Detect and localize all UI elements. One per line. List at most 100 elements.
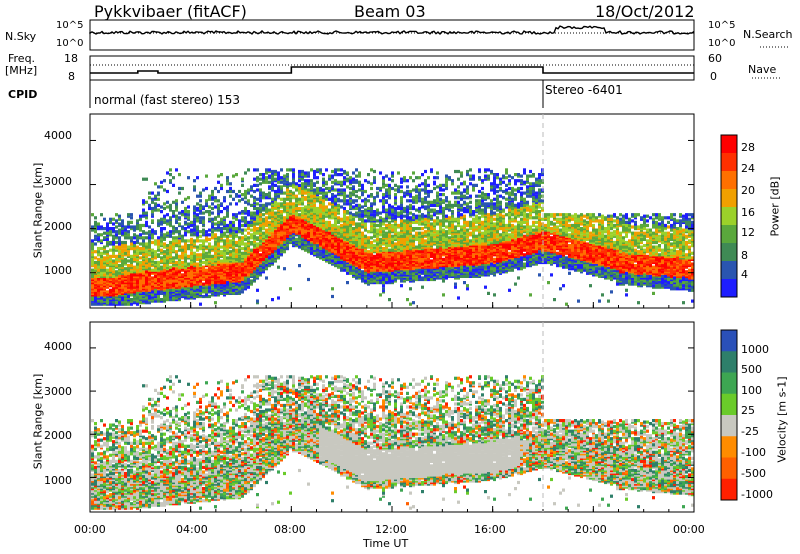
power-cell bbox=[283, 244, 286, 248]
power-cell bbox=[124, 251, 127, 255]
power-cell bbox=[148, 285, 151, 289]
power-cell bbox=[442, 228, 445, 232]
power-cell bbox=[334, 230, 337, 234]
power-cell bbox=[127, 264, 130, 268]
power-cell bbox=[403, 194, 406, 198]
power-cell bbox=[256, 244, 259, 248]
power-cell bbox=[220, 291, 223, 295]
power-cell bbox=[115, 257, 118, 261]
power-cell bbox=[166, 274, 169, 278]
power-cell bbox=[211, 225, 214, 229]
power-cell bbox=[283, 191, 286, 195]
power-cell bbox=[250, 256, 253, 260]
power-cell bbox=[346, 220, 349, 224]
power-cell bbox=[301, 230, 304, 234]
power-cell bbox=[229, 239, 232, 243]
power-cell bbox=[202, 260, 205, 265]
power-cell bbox=[352, 227, 355, 231]
power-cell bbox=[400, 196, 403, 200]
power-cell bbox=[400, 206, 403, 211]
power-cell bbox=[325, 227, 328, 231]
power-cell bbox=[424, 205, 427, 209]
power-cell bbox=[370, 213, 373, 217]
power-cell bbox=[388, 188, 391, 192]
power-cell bbox=[121, 222, 124, 226]
power-cell bbox=[109, 288, 112, 292]
power-cell bbox=[181, 200, 184, 204]
power-cell bbox=[211, 245, 214, 249]
power-cell bbox=[256, 299, 259, 303]
power-cell bbox=[298, 173, 301, 177]
power-cell bbox=[238, 211, 241, 215]
power-cell bbox=[178, 239, 181, 243]
power-cell bbox=[91, 302, 94, 306]
power-cell bbox=[379, 216, 382, 220]
power-cell bbox=[154, 194, 157, 198]
power-cell bbox=[412, 188, 415, 192]
power-cell bbox=[202, 188, 205, 192]
power-cell bbox=[181, 225, 184, 229]
power-cell bbox=[118, 264, 121, 268]
power-cell bbox=[349, 191, 352, 195]
power-cell bbox=[427, 194, 430, 198]
power-cell bbox=[259, 217, 262, 221]
power-cell bbox=[364, 223, 367, 228]
power-cell bbox=[175, 202, 178, 206]
power-cell bbox=[313, 199, 316, 203]
power-cell bbox=[229, 182, 232, 186]
power-cell bbox=[412, 227, 415, 231]
power-cell bbox=[151, 200, 154, 204]
power-cell bbox=[388, 234, 391, 238]
power-cell bbox=[298, 242, 301, 246]
power-cell bbox=[343, 176, 346, 180]
power-cell bbox=[217, 236, 220, 240]
power-cell bbox=[304, 174, 307, 178]
power-cell bbox=[91, 239, 94, 243]
power-cell bbox=[406, 189, 409, 194]
power-cell bbox=[163, 206, 166, 211]
power-cell bbox=[346, 227, 349, 231]
power-cell bbox=[400, 240, 403, 245]
power-cell bbox=[421, 276, 424, 280]
power-cell bbox=[160, 248, 163, 252]
power-cell bbox=[262, 176, 265, 180]
power-cell bbox=[406, 205, 409, 209]
power-cell bbox=[181, 234, 184, 238]
power-cell bbox=[322, 257, 325, 261]
power-cell bbox=[100, 279, 103, 283]
power-cell bbox=[331, 259, 334, 263]
power-cell bbox=[442, 206, 445, 211]
power-cell bbox=[169, 216, 172, 220]
power-cell bbox=[220, 183, 223, 187]
power-cell bbox=[427, 208, 430, 212]
power-cell bbox=[229, 186, 232, 191]
power-cell bbox=[376, 194, 379, 198]
power-cell bbox=[181, 227, 184, 231]
power-cell bbox=[280, 248, 283, 252]
power-cell bbox=[235, 194, 238, 198]
power-cell bbox=[184, 213, 187, 217]
power-cell bbox=[274, 173, 277, 177]
power-cell bbox=[241, 197, 244, 201]
power-cell bbox=[295, 237, 298, 241]
power-cell bbox=[130, 213, 133, 217]
power-cell bbox=[133, 225, 136, 229]
power-cell bbox=[163, 244, 166, 248]
power-cell bbox=[259, 199, 262, 203]
power-cell bbox=[256, 179, 259, 183]
power-cell bbox=[250, 194, 253, 198]
power-cell bbox=[199, 230, 202, 234]
power-cell bbox=[361, 217, 364, 221]
power-cell bbox=[292, 176, 295, 180]
power-cell bbox=[319, 248, 322, 252]
power-cell bbox=[292, 244, 295, 248]
power-cell bbox=[205, 251, 208, 255]
power-cell bbox=[112, 227, 115, 231]
power-cell bbox=[247, 231, 250, 235]
power-cell bbox=[148, 262, 151, 266]
power-cell bbox=[256, 288, 259, 292]
power-cell bbox=[364, 189, 367, 194]
power-cell bbox=[316, 248, 319, 252]
power-cell bbox=[361, 199, 364, 203]
power-cell bbox=[232, 253, 235, 257]
